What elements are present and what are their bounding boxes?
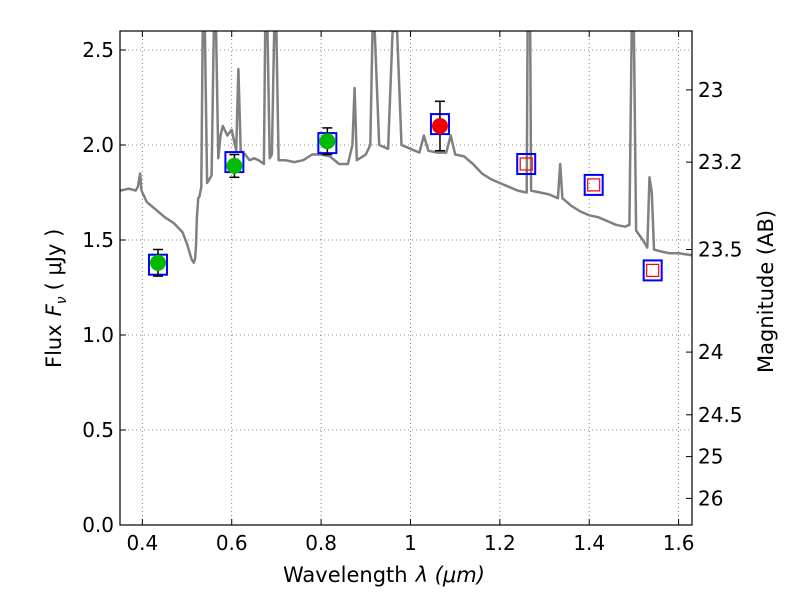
x-tick-label: 1.4	[573, 531, 605, 555]
y-tick-label: 0.5	[82, 418, 114, 442]
x-tick-label: 0.8	[305, 531, 337, 555]
axis-ticks: 0.4 0.6 0.8 1 1.2 1.4 1.6 0.0 0.5 1.0 1.5 2.0 2.5 23 2…	[82, 31, 743, 555]
x-tick-label: 1.2	[484, 531, 516, 555]
model-spectrum	[120, 31, 692, 265]
observed-point	[149, 254, 166, 271]
observed-point	[319, 133, 336, 150]
y2-tick-label: 26	[698, 486, 723, 510]
y2-axis-label: Magnitude (AB)	[754, 210, 778, 373]
photometry-points	[147, 100, 663, 282]
x-tick-label: 1	[404, 531, 417, 555]
upper-limit-marker	[519, 157, 533, 171]
y2-tick-label: 23.5	[698, 238, 743, 262]
y-tick-label: 0.0	[82, 513, 114, 537]
observed-point	[431, 118, 448, 134]
model-square-marker	[642, 259, 663, 282]
upper-limit-marker	[587, 178, 601, 192]
y-tick-label: 1.5	[82, 228, 114, 252]
y-tick-label: 2.5	[82, 38, 114, 62]
model-square-marker	[516, 153, 537, 175]
y-tick-label: 1.0	[82, 323, 114, 347]
y-axis-label: FluxFν( μJy )	[42, 229, 70, 368]
spectrum-line	[120, 31, 692, 265]
observed-point	[226, 157, 243, 174]
x-tick-label: 0.6	[216, 531, 248, 555]
x-axis-label: Wavelength λ (μm)	[283, 563, 485, 587]
y2-tick-label: 24.5	[698, 403, 743, 427]
plot-frame	[119, 30, 693, 526]
x-tick-label: 0.4	[126, 531, 158, 555]
y2-tick-label: 24	[698, 340, 723, 364]
upper-limit-marker	[646, 263, 660, 277]
x-tick-label: 1.6	[663, 531, 695, 555]
y2-tick-label: 23.2	[698, 150, 743, 174]
y2-tick-label: 23	[698, 78, 723, 102]
model-square-marker	[583, 173, 604, 196]
y2-tick-label: 25	[698, 445, 723, 469]
y-tick-label: 2.0	[82, 133, 114, 157]
